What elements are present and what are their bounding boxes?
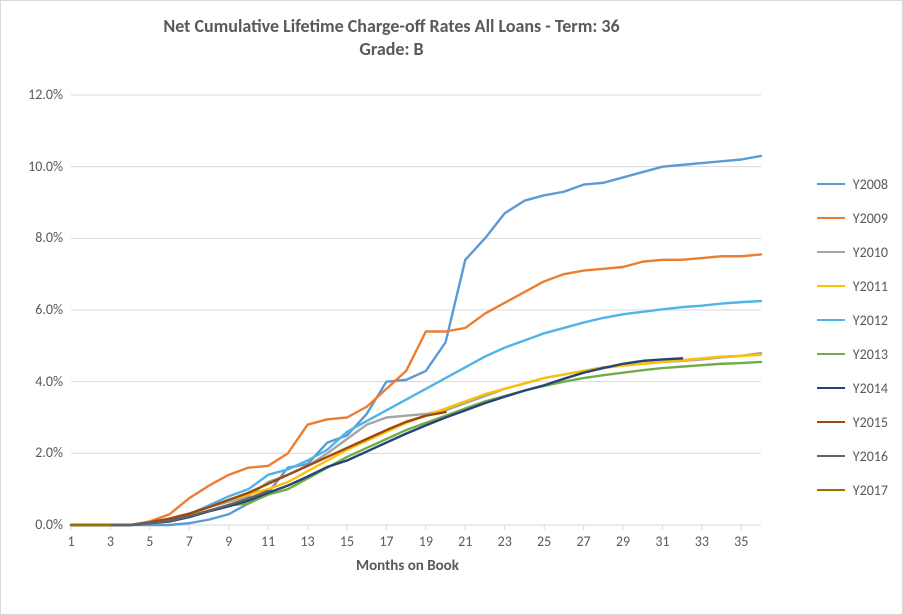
- y-tick-label: 10.0%: [13, 158, 63, 175]
- legend-swatch: [817, 217, 845, 219]
- y-tick-label: 0.0%: [13, 516, 63, 533]
- x-tick-label: 7: [177, 533, 201, 550]
- chart-title-line-2: Grade: B: [1, 38, 782, 61]
- x-tick-label: 23: [493, 533, 517, 550]
- x-tick-label: 27: [572, 533, 596, 550]
- series-line-y2011: [71, 355, 761, 525]
- y-tick-label: 12.0%: [13, 86, 63, 103]
- legend-item-y2014: Y2014: [817, 371, 888, 405]
- legend-item-y2013: Y2013: [817, 337, 888, 371]
- legend-item-y2010: Y2010: [817, 235, 888, 269]
- y-tick-label: 8.0%: [13, 229, 63, 246]
- x-tick-label: 25: [532, 533, 556, 550]
- x-tick-label: 31: [650, 533, 674, 550]
- x-tick-label: 15: [335, 533, 359, 550]
- series-line-y2013: [71, 362, 761, 525]
- x-tick-label: 29: [611, 533, 635, 550]
- legend-item-y2012: Y2012: [817, 303, 888, 337]
- x-tick-label: 11: [256, 533, 280, 550]
- legend-item-y2016: Y2016: [817, 439, 888, 473]
- legend-label: Y2008: [853, 176, 888, 193]
- legend-label: Y2013: [853, 346, 888, 363]
- x-tick-label: 9: [217, 533, 241, 550]
- series-line-y2015: [71, 412, 446, 525]
- legend-label: Y2010: [853, 244, 888, 261]
- legend-swatch: [817, 319, 845, 321]
- legend-label: Y2016: [853, 448, 888, 465]
- x-axis-label: Months on Book: [356, 557, 459, 575]
- series-line-y2009: [71, 254, 761, 525]
- x-tick-label: 13: [296, 533, 320, 550]
- legend-item-y2017: Y2017: [817, 473, 888, 507]
- chart-title-line-1: Net Cumulative Lifetime Charge-off Rates…: [1, 15, 782, 38]
- legend-label: Y2017: [853, 482, 888, 499]
- series-line-y2012: [71, 301, 761, 525]
- x-tick-label: 33: [690, 533, 714, 550]
- legend-label: Y2015: [853, 414, 888, 431]
- legend-label: Y2009: [853, 210, 888, 227]
- legend-swatch: [817, 183, 845, 185]
- legend-label: Y2014: [853, 380, 888, 397]
- legend-item-y2008: Y2008: [817, 167, 888, 201]
- legend-item-y2009: Y2009: [817, 201, 888, 235]
- x-tick-label: 5: [138, 533, 162, 550]
- y-tick-label: 4.0%: [13, 373, 63, 390]
- y-tick-label: 2.0%: [13, 444, 63, 461]
- legend-item-y2015: Y2015: [817, 405, 888, 439]
- legend-swatch: [817, 455, 845, 457]
- legend-swatch: [817, 251, 845, 253]
- series-line-y2010: [71, 353, 761, 525]
- x-tick-label: 21: [453, 533, 477, 550]
- series-line-y2008: [71, 156, 761, 525]
- legend: Y2008 Y2009 Y2010 Y2011 Y2012 Y2013 Y2014 Y2015…: [817, 167, 888, 507]
- y-tick-label: 6.0%: [13, 301, 63, 318]
- x-tick-label: 19: [414, 533, 438, 550]
- legend-swatch: [817, 387, 845, 389]
- legend-swatch: [817, 353, 845, 355]
- x-tick-label: 35: [729, 533, 753, 550]
- legend-swatch: [817, 421, 845, 423]
- legend-item-y2011: Y2011: [817, 269, 888, 303]
- legend-label: Y2011: [853, 278, 888, 295]
- x-tick-label: 3: [98, 533, 122, 550]
- plot-area: [71, 95, 761, 525]
- legend-label: Y2012: [853, 312, 888, 329]
- legend-swatch: [817, 489, 845, 491]
- chart-title: Net Cumulative Lifetime Charge-off Rates…: [1, 15, 782, 60]
- x-tick-label: 1: [59, 533, 83, 550]
- legend-swatch: [817, 285, 845, 287]
- x-tick-label: 17: [374, 533, 398, 550]
- series-line-y2014: [71, 358, 682, 525]
- chart-container: Net Cumulative Lifetime Charge-off Rates…: [0, 0, 903, 615]
